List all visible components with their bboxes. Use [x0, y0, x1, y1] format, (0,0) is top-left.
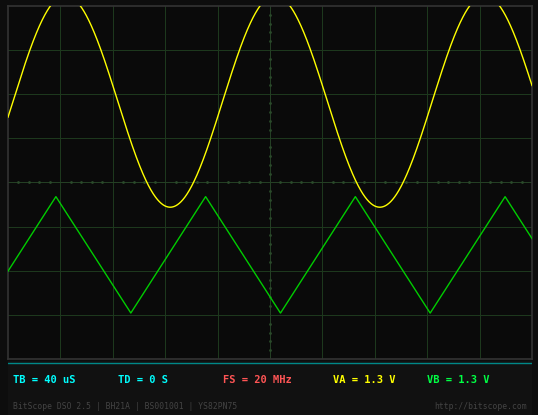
- Text: VA = 1.3 V: VA = 1.3 V: [333, 376, 395, 386]
- Text: BitScope DSO 2.5 | BH21A | BS001001 | YS82PN75: BitScope DSO 2.5 | BH21A | BS001001 | YS…: [13, 403, 237, 411]
- Text: TD = 0 S: TD = 0 S: [118, 376, 168, 386]
- Text: http://bitscope.com: http://bitscope.com: [434, 403, 527, 411]
- Text: FS = 20 MHz: FS = 20 MHz: [223, 376, 292, 386]
- Text: TB = 40 uS: TB = 40 uS: [13, 376, 76, 386]
- Text: VB = 1.3 V: VB = 1.3 V: [427, 376, 490, 386]
